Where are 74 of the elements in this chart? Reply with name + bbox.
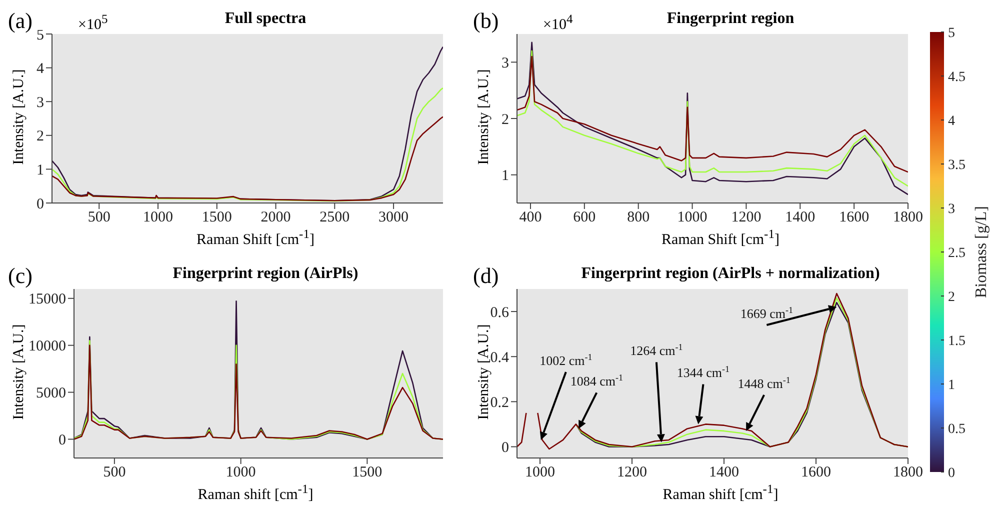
x-tick-label: 400 (519, 210, 542, 226)
text: (d) (473, 263, 499, 289)
y-tick-label: 0 (36, 196, 44, 212)
color-bar-label: 4 (948, 114, 955, 129)
color-bar-label: 1 (948, 378, 955, 393)
annotation: 1264 cm$^{-1}$ (630, 342, 683, 358)
text: (c) (8, 263, 32, 289)
annotation: 1669 cm$^{-1}$ (740, 305, 794, 322)
color-bar-label: 5 (948, 26, 955, 41)
color-bar-label: 4.5 (948, 70, 966, 85)
y-axis-title: Intensity [A.U.] (476, 68, 493, 166)
y-tick-label: 10000 (28, 338, 66, 355)
y-axis-title: Intensity [A.U.] (11, 68, 28, 166)
y-tick-label: 5000 (36, 386, 66, 402)
x-tick-label: 1200 (731, 210, 762, 226)
x-axis-title: Raman shift [cm$^{-1}$] (196, 482, 314, 504)
x-tick-label: 1500 (352, 464, 382, 481)
y-tick-label: 0.2 (490, 394, 509, 411)
color-bar-title: Biomass [g/L] (973, 206, 990, 298)
x-tick-label: 2000 (260, 210, 291, 226)
annotation: 1448 cm$^{-1}$ (738, 374, 790, 391)
x-tick-label: 3000 (378, 210, 409, 226)
color-bar-label: 0.5 (948, 422, 966, 437)
chart-title: Fingerprint region (666, 10, 794, 27)
x-tick-label: 1400 (785, 210, 816, 226)
color-bar-label: 3 (948, 202, 955, 217)
annotation: 1084 cm$^{-1}$ (570, 372, 623, 389)
text: (b) (473, 8, 499, 34)
x-tick-label: 1600 (801, 464, 831, 481)
color-bar-label: 0 (948, 466, 955, 481)
x-tick-label: 1400 (709, 464, 739, 481)
x-tick-label: 1000 (677, 210, 708, 226)
y-tick-label: 1 (36, 162, 44, 179)
x-tick-label: 1600 (839, 210, 870, 226)
y-tick-label: 3 (36, 94, 44, 111)
x-tick-label: 1000 (226, 464, 256, 481)
y-tick-label: 0.4 (490, 350, 510, 366)
x-tick-label: 1800 (893, 210, 923, 226)
y-tick-label: 15000 (28, 292, 66, 308)
y-axis-title: Intensity [A.U.] (11, 322, 28, 422)
x-tick-label: 2500 (320, 210, 350, 226)
text: (a) (8, 8, 32, 34)
x-tick-label: 1200 (617, 464, 647, 481)
y-tick-label: 1 (502, 168, 509, 184)
annotation: 1344 cm$^{-1}$ (676, 364, 730, 380)
y-tick-label: 3 (502, 55, 509, 72)
color-bar-label: 3.5 (948, 158, 966, 173)
annotation: 1002 cm$^{-1}$ (540, 352, 592, 368)
x-tick-label: 1000 (142, 210, 173, 226)
color-bar-label: 2.5 (948, 246, 966, 261)
y-tick-label: 0 (502, 440, 509, 456)
x-tick-label: 1500 (202, 210, 232, 226)
x-axis-title: Raman shift [cm$^{-1}$] (662, 482, 780, 504)
y-axis-title: Intensity [A.U.] (476, 324, 492, 420)
text: ×10$^{5}$ (78, 12, 108, 34)
x-tick-label: 500 (88, 210, 110, 226)
y-tick-label: 2 (36, 128, 44, 145)
text: ×10$^{4}$ (543, 12, 573, 34)
x-axis-title: Raman Shift [cm$^{-1}$] (660, 227, 780, 249)
chart-title: Full spectra (224, 10, 306, 27)
x-axis-title: Raman Shift [cm$^{-1}$] (196, 227, 316, 249)
color-bar-label: 1.5 (948, 334, 966, 349)
chart-title: Fingerprint region (AirPls + normalization) (580, 265, 881, 283)
x-tick-label: 800 (627, 210, 650, 226)
x-tick-label: 1000 (525, 464, 555, 481)
x-tick-label: 600 (573, 210, 596, 226)
chart-title: Fingerprint region (AirPls) (172, 265, 360, 283)
y-tick-label: 0 (58, 432, 66, 449)
y-tick-label: 2 (502, 112, 509, 128)
y-tick-label: 0.6 (490, 304, 510, 321)
x-tick-label: 1800 (893, 464, 923, 481)
y-tick-label: 4 (36, 61, 44, 78)
color-bar-label: 2 (948, 290, 955, 305)
x-tick-label: 500 (103, 464, 126, 481)
